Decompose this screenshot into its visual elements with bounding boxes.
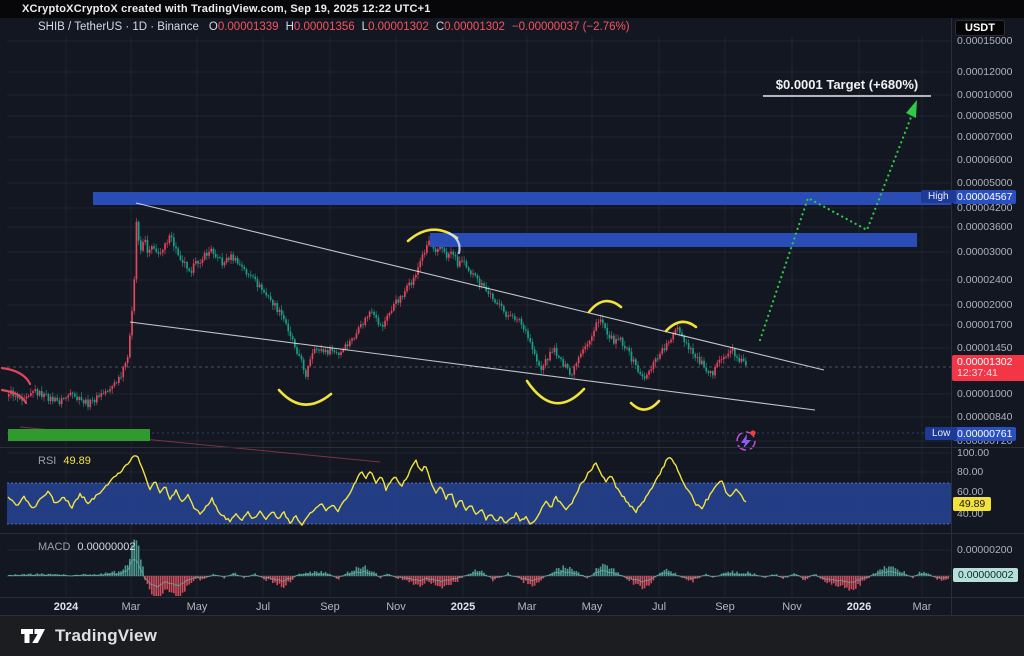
price-tick-label: 0.00002000	[957, 299, 1013, 311]
time-tick-label: Nov	[386, 601, 406, 613]
low-badge: Low	[925, 427, 958, 440]
rsi-tick-label: 80.00	[957, 466, 984, 478]
price-tick-label: 0.00003000	[957, 246, 1013, 258]
time-tick-label: May	[581, 601, 603, 613]
macd-pane-label: MACD 0.00000002	[38, 541, 136, 553]
macd-value: 0.00000002	[77, 541, 136, 553]
high-badge: High	[921, 190, 956, 203]
ohlc-c: C0.00001302	[435, 21, 505, 33]
footer-bar: TradingView	[0, 616, 1024, 656]
price-tick-label: 0.00001700	[957, 319, 1013, 331]
price-tick-label: 0.00004200	[957, 202, 1013, 214]
time-tick-label: Sep	[715, 601, 735, 613]
price-tick-label: 0.00010000	[957, 89, 1013, 101]
time-tick-label: 2026	[846, 601, 872, 613]
price-tick-label: 0.00003600	[957, 221, 1013, 233]
rsi-value: 49.89	[63, 455, 91, 467]
rsi-value-label: 49.89	[953, 497, 992, 511]
currency-chip: USDT	[955, 20, 1005, 36]
time-tick-label: Mar	[517, 601, 537, 613]
price-tick-label: 0.00007000	[957, 131, 1013, 143]
price-tick-label: 0.00000840	[957, 411, 1013, 423]
countdown-timer: 12:37:41	[957, 367, 998, 379]
time-tick-label: Jul	[651, 601, 667, 613]
change-value: −0.00000037 (−2.76%)	[511, 21, 630, 33]
rsi-tick-label: 40.00	[957, 508, 984, 520]
time-tick-label: Nov	[782, 601, 802, 613]
time-tick-label: Sep	[320, 601, 340, 613]
target-annotation: $0.0001 Target (+680%)	[775, 77, 919, 92]
brand-name[interactable]: TradingView	[55, 626, 158, 645]
price-tick-label: 0.00001450	[957, 342, 1013, 354]
ohlc-h: H0.00001356	[285, 21, 355, 33]
rsi-tick-label: 100.00	[957, 447, 990, 459]
symbol-title[interactable]: SHIB / TetherUS · 1D · Binance	[38, 21, 199, 33]
ohlc-values: O0.00001339 H0.00001356 L0.00001302 C0.0000…	[209, 21, 512, 33]
last-price-value: 0.00001302	[957, 356, 1013, 368]
price-tick-label: 0.00001000	[957, 388, 1013, 400]
macd-label[interactable]: MACD	[38, 541, 71, 553]
tradingview-logo-icon[interactable]	[20, 626, 46, 646]
time-tick-label: 2025	[450, 601, 476, 613]
time-tick-label: 2024	[53, 601, 79, 613]
price-tick-label: 0.00012000	[957, 66, 1013, 78]
legend: SHIB / TetherUS · 1D · Binance O0.0000133…	[38, 21, 630, 33]
macd-value-label: 0.00000002	[953, 568, 1019, 582]
ohlc-l: L0.00001302	[361, 21, 429, 33]
last-price-label: 0.00001302 12:37:41	[952, 355, 1024, 381]
high-price-label: 0.00004567	[953, 190, 1017, 204]
attribution-bar: XCryptoXCryptoX created with TradingView…	[0, 0, 1024, 18]
rsi-label[interactable]: RSI	[38, 455, 57, 467]
time-tick-label: Mar	[912, 601, 932, 613]
low-price-label: 0.00000761	[953, 427, 1017, 441]
macd-tick-label: 0.00000200	[957, 544, 1013, 556]
price-tick-label: 0.00005000	[957, 177, 1013, 189]
time-tick-label: May	[186, 601, 208, 613]
price-tick-label: 0.00006000	[957, 154, 1013, 166]
rsi-pane-label: RSI 49.89	[38, 455, 91, 467]
ohlc-o: O0.00001339	[208, 21, 279, 33]
rsi-tick-label: 60.00	[957, 486, 984, 498]
price-tick-label: 0.00002400	[957, 274, 1013, 286]
time-tick-label: Mar	[121, 601, 141, 613]
attribution-text: XCryptoXCryptoX created with TradingView…	[22, 3, 431, 15]
price-tick-label: 0.00008500	[957, 110, 1013, 122]
price-tick-label: 0.00015000	[957, 35, 1013, 47]
time-tick-label: Jul	[255, 601, 271, 613]
